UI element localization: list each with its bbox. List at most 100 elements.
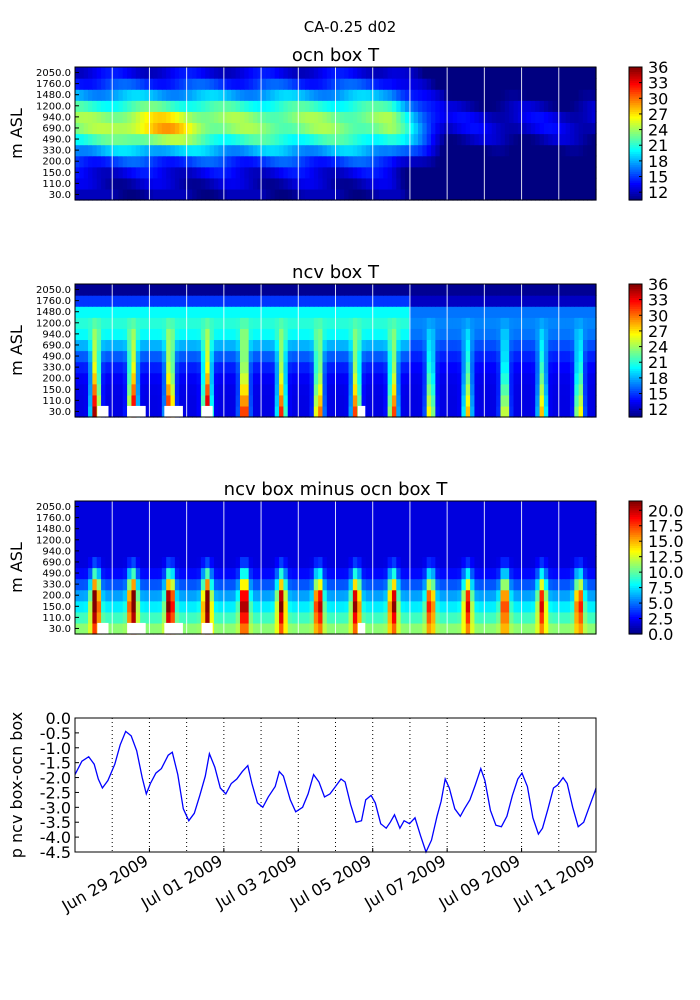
colorbar-swatch: [629, 292, 642, 296]
heatmap-cell: [118, 556, 124, 569]
heatmap-cell: [461, 512, 467, 524]
heatmap-cell: [296, 383, 302, 396]
heatmap-cell: [339, 89, 345, 101]
heatmap-cell: [400, 78, 406, 90]
heatmap-cell: [431, 501, 436, 513]
colorbar-swatch: [629, 86, 642, 90]
heatmap-cell: [196, 111, 202, 124]
heatmap-cell: [127, 361, 133, 374]
heatmap-cell: [348, 534, 354, 546]
heatmap-cell: [122, 622, 128, 635]
heatmap-cell: [331, 306, 337, 318]
heatmap-cell: [591, 67, 597, 79]
heatmap-cell: [548, 383, 554, 396]
heatmap-cell: [465, 306, 471, 318]
heatmap-cell: [218, 284, 224, 296]
heatmap-cell: [431, 122, 436, 135]
heatmap-cell: [253, 578, 258, 591]
heatmap-cell: [348, 600, 354, 613]
heatmap-cell: [461, 166, 467, 179]
heatmap-cell: [335, 295, 341, 307]
colorbar-swatch: [629, 186, 642, 190]
heatmap-cell: [569, 578, 575, 591]
heatmap-cell: [239, 600, 245, 613]
heatmap-cell: [166, 361, 172, 374]
heatmap-cell: [509, 177, 515, 190]
heatmap-cell: [339, 166, 345, 179]
heatmap-cell: [140, 188, 146, 201]
heatmap-cell: [404, 133, 410, 146]
heatmap-cell: [231, 100, 237, 112]
heatmap-cell: [582, 545, 588, 558]
heatmap-cell: [287, 534, 293, 546]
heatmap-cell: [404, 188, 410, 201]
colorbar-swatch: [629, 372, 642, 376]
heatmap-cell: [344, 556, 350, 569]
heatmap-cell: [170, 144, 176, 157]
heatmap-cell: [457, 600, 463, 613]
heatmap-cell: [378, 144, 384, 157]
heatmap-cell: [231, 589, 237, 602]
colorbar-swatch: [629, 184, 642, 188]
heatmap-cell: [105, 133, 111, 146]
heatmap-cell: [79, 100, 85, 112]
heatmap-cell: [296, 328, 302, 341]
heatmap-cell: [452, 188, 458, 201]
heatmap-cell: [561, 78, 567, 90]
heatmap-cell: [539, 177, 545, 190]
heatmap-cell: [413, 306, 419, 318]
heatmap-cell: [522, 350, 528, 363]
heatmap-cell: [404, 556, 410, 569]
heatmap-cell: [526, 534, 532, 546]
heatmap-cell: [357, 111, 363, 124]
heatmap-cell: [235, 295, 241, 307]
heatmap-cell: [96, 611, 102, 624]
colorbar-swatch: [629, 361, 642, 365]
heatmap-cell: [396, 166, 402, 179]
heatmap-cell: [148, 306, 154, 318]
heatmap-cell: [409, 600, 415, 613]
heatmap-cell: [587, 78, 593, 90]
heatmap-cell: [187, 405, 193, 418]
heatmap-cell: [196, 600, 202, 613]
colorbar-swatch: [629, 144, 642, 148]
heatmap-cell: [218, 545, 224, 558]
heatmap-cell: [261, 188, 267, 201]
heatmap-cell: [270, 383, 276, 396]
heatmap-cell: [383, 339, 389, 352]
heatmap-cell: [140, 556, 146, 569]
heatmap-cell: [522, 284, 528, 296]
heatmap-cell: [127, 545, 133, 558]
heatmap-cell: [244, 67, 250, 79]
heatmap-cell: [218, 317, 224, 329]
heatmap-cell: [266, 523, 271, 535]
heatmap-cell: [279, 545, 284, 558]
heatmap-cell: [309, 578, 315, 591]
heatmap-cell: [591, 600, 597, 613]
heatmap-cell: [387, 611, 393, 624]
heatmap-cell: [357, 166, 363, 179]
heatmap-cell: [569, 611, 575, 624]
heatmap-cell: [574, 611, 580, 624]
heatmap-cell: [161, 501, 167, 513]
heatmap-cell: [535, 144, 541, 157]
heatmap-cell: [569, 394, 575, 407]
heatmap-cell: [474, 155, 480, 168]
heatmap-cell: [478, 622, 484, 635]
heatmap-cell: [391, 295, 397, 307]
heatmap-cell: [552, 144, 558, 157]
heatmap-cell: [574, 589, 580, 602]
heatmap-cell: [530, 567, 536, 580]
heatmap-cell: [500, 328, 506, 341]
heatmap-cell: [161, 578, 167, 591]
heatmap-cell: [305, 133, 311, 146]
heatmap-cell: [270, 144, 276, 157]
heatmap-cell: [122, 177, 128, 190]
heatmap-cell: [387, 556, 393, 569]
heatmap-cell: [422, 578, 428, 591]
heatmap-cell: [213, 622, 219, 635]
heatmap-cell: [153, 622, 159, 635]
heatmap-cell: [283, 372, 289, 385]
heatmap-cell: [409, 512, 415, 524]
heatmap-cell: [292, 589, 298, 602]
